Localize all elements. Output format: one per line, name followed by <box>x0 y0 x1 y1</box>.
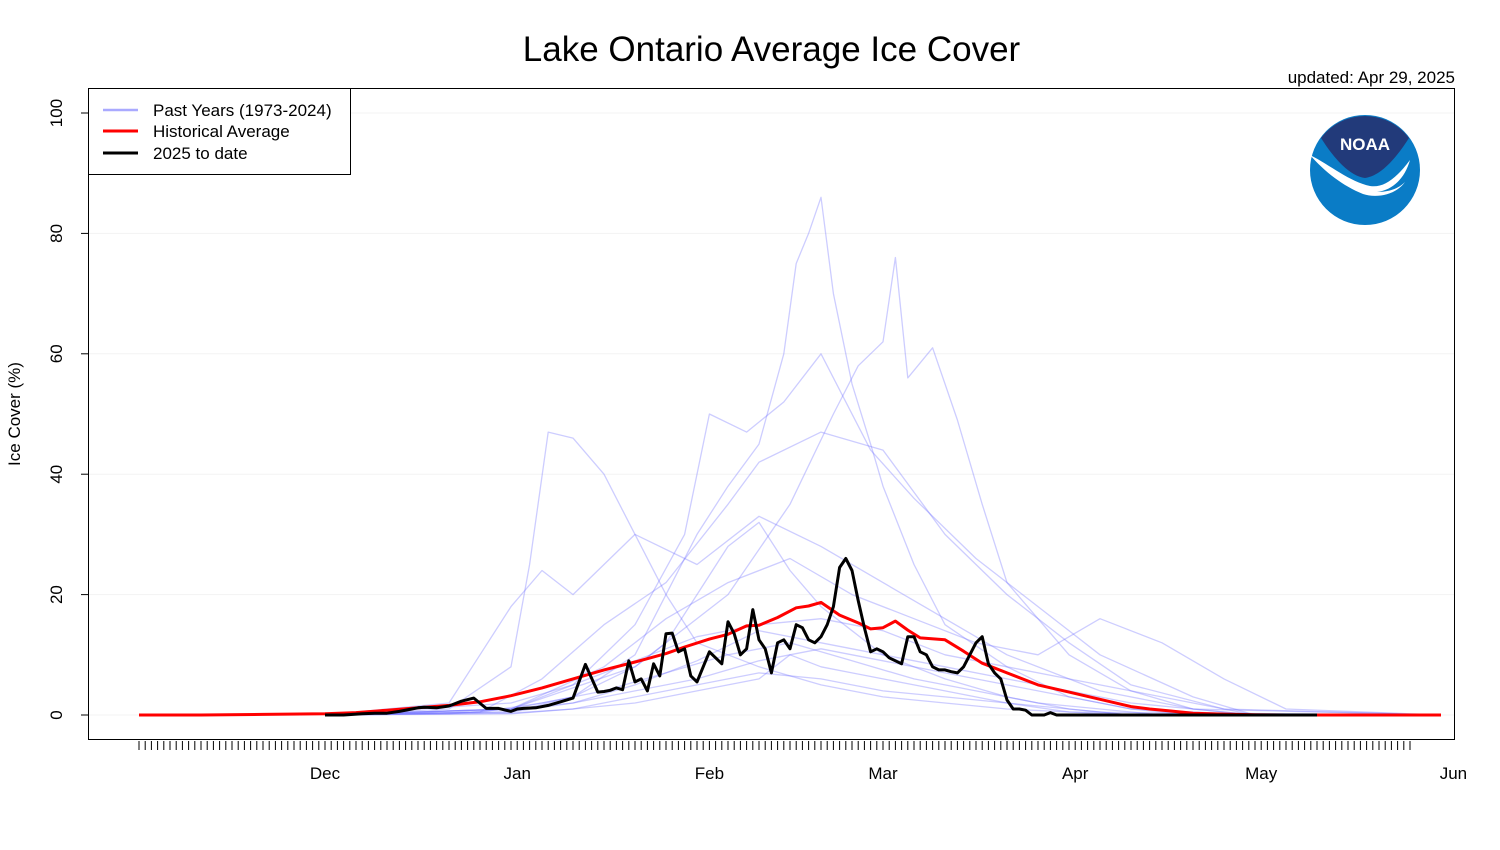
series-past-year-7 <box>324 521 1441 716</box>
gridlines <box>89 112 1454 716</box>
series-past-year-9 <box>324 672 1441 716</box>
y-tick-label-0: 0 <box>47 710 66 719</box>
y-tick-label-100: 100 <box>47 99 66 127</box>
legend-label-average: Historical Average <box>153 122 290 141</box>
x-month-label-may: May <box>1245 764 1278 783</box>
historical-average-line <box>139 600 1441 717</box>
series-2025-to-date <box>325 557 1317 717</box>
y-axis-label: Ice Cover (%) <box>5 362 24 466</box>
series-past-year-6 <box>324 515 1442 716</box>
series-past-year-12 <box>324 618 1441 716</box>
series-past-year-8 <box>324 630 1441 716</box>
legend-label-past: Past Years (1973-2024) <box>153 101 332 120</box>
y-tick-label-60: 60 <box>47 344 66 363</box>
series-past-year-13 <box>324 642 1441 716</box>
past-years-lines <box>324 196 1442 716</box>
series-past-year-2 <box>324 196 1441 716</box>
y-tick-label-20: 20 <box>47 585 66 604</box>
x-month-label-jun: Jun <box>1440 764 1467 783</box>
y-tick-label-40: 40 <box>47 465 66 484</box>
x-month-label-apr: Apr <box>1062 764 1089 783</box>
series-historical-average <box>139 600 1441 717</box>
noaa-logo-text: NOAA <box>1340 135 1390 154</box>
legend-label-current: 2025 to date <box>153 144 248 163</box>
series-past-year-4 <box>324 353 1441 716</box>
legend: Past Years (1973-2024) Historical Averag… <box>88 88 351 175</box>
y-axis: 0 20 40 60 80 100 <box>47 99 88 720</box>
plot-frame <box>88 88 1455 740</box>
chart-title: Lake Ontario Average Ice Cover <box>522 30 1021 69</box>
x-axis: Dec Jan Feb Mar Apr May Jun <box>138 741 1467 783</box>
series-past-year-3 <box>324 256 1441 716</box>
y-tick-label-80: 80 <box>47 224 66 243</box>
noaa-logo: NOAA <box>1307 112 1423 228</box>
series-past-year-5 <box>324 431 1442 716</box>
x-month-label-dec: Dec <box>310 764 341 783</box>
x-month-label-mar: Mar <box>868 764 898 783</box>
noaa-logo-top <box>1321 116 1409 178</box>
x-month-label-jan: Jan <box>503 764 530 783</box>
current-year-line <box>325 557 1317 717</box>
series-past-year-11 <box>324 557 1442 716</box>
x-month-label-feb: Feb <box>695 764 724 783</box>
series-past-year-14 <box>324 654 1442 716</box>
updated-label: updated: Apr 29, 2025 <box>1287 68 1455 87</box>
noaa-logo-bird <box>1310 155 1410 196</box>
